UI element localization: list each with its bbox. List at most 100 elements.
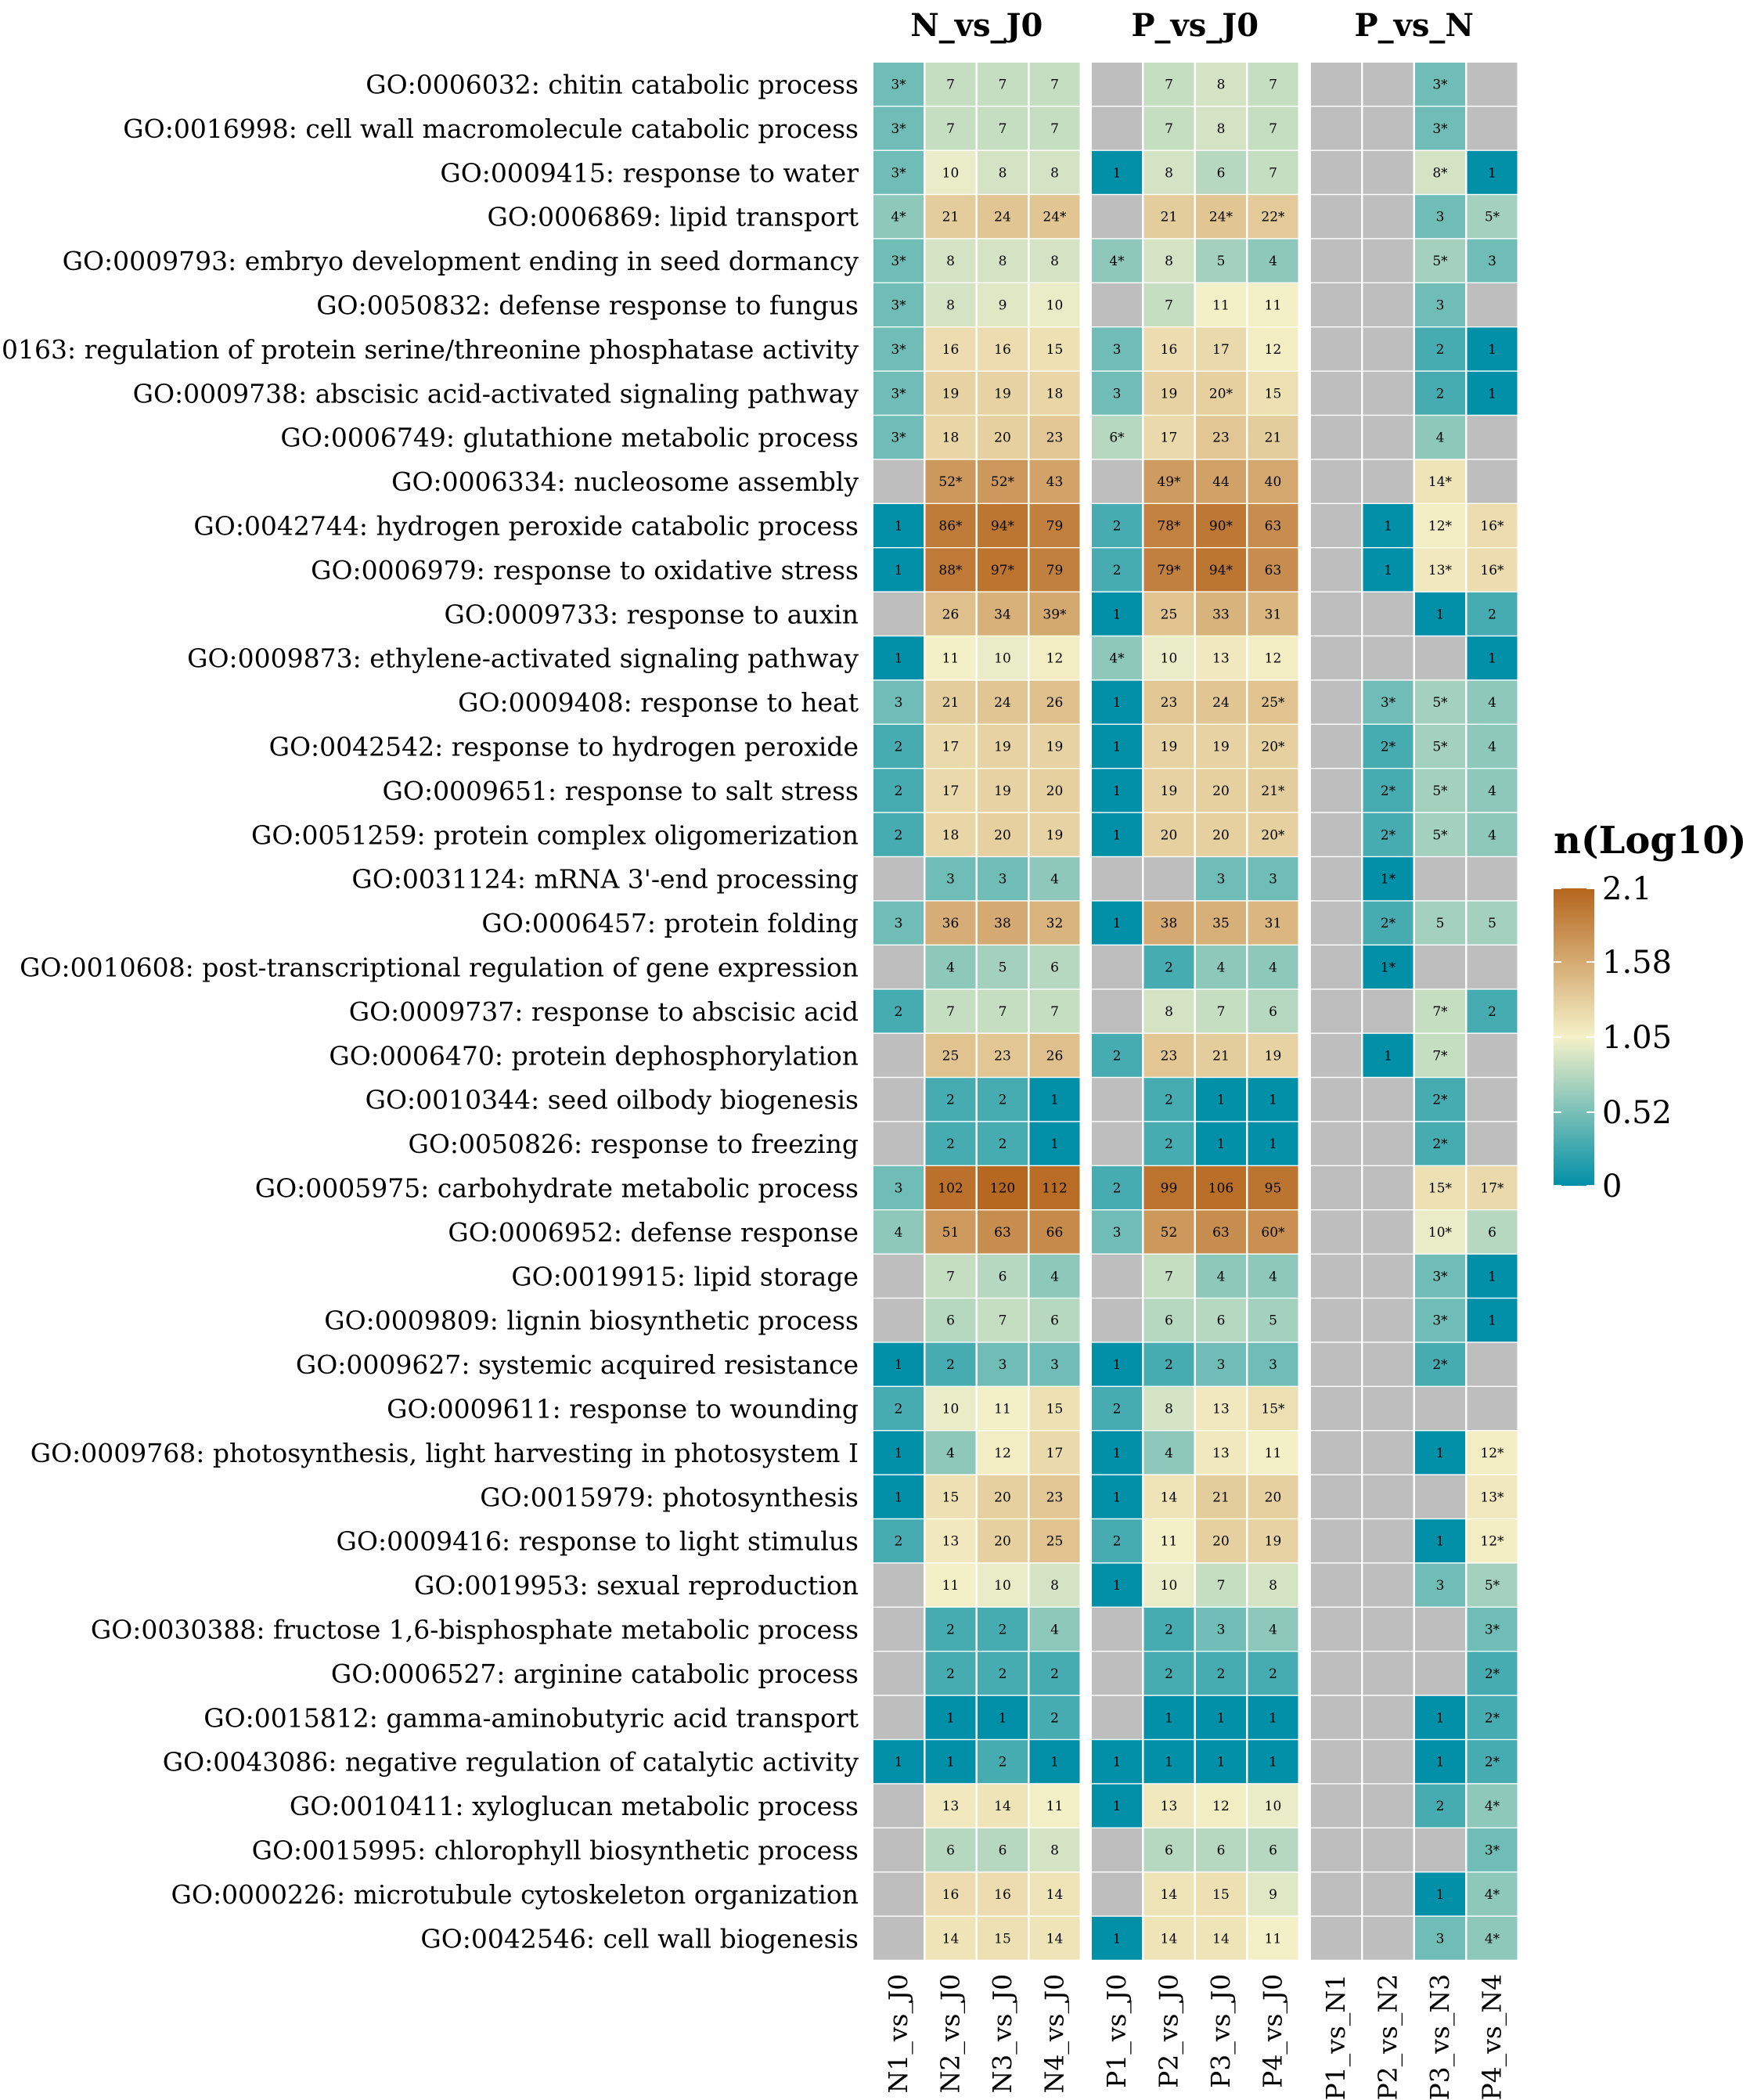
heatmap-cell [925,106,976,150]
cell-label: 40 [1265,474,1282,490]
cell-label: 19 [1212,740,1230,755]
heatmap-cell [1143,1475,1194,1518]
heatmap-cell [1415,636,1465,680]
heatmap-cell [1311,901,1361,945]
heatmap-cell [925,769,976,812]
heatmap-cell [925,1828,976,1871]
cell-label: 20 [1212,827,1230,843]
heatmap-cell [978,1519,1028,1563]
row-label: GO:0006457: protein folding [481,908,859,938]
cell-label: 3 [1436,210,1445,225]
cell-label: 2 [1165,1666,1173,1682]
heatmap-cell [873,150,924,194]
heatmap-cell [1092,901,1142,945]
heatmap-cell [925,812,976,856]
heatmap-cell [1092,416,1142,459]
heatmap-cell [1092,1916,1142,1960]
heatmap-cell [1363,195,1413,239]
heatmap-cell [1092,592,1142,636]
cell-label: 94* [1209,563,1233,578]
cell-label: 11 [1161,1534,1178,1550]
heatmap-cell [1196,371,1246,415]
heatmap-cell [873,459,924,503]
heatmap-cell [1363,680,1413,724]
column-label: P2_vs_N2 [1373,1974,1404,2100]
cell-label: 102 [938,1181,963,1197]
heatmap-cell [1415,327,1465,371]
heatmap-cell [925,901,976,945]
cell-label: 86* [938,519,963,535]
cell-label: 9 [999,298,1007,314]
cell-label: 3 [1269,1357,1277,1373]
cell-label: 17 [1046,1446,1064,1461]
cell-label: 14 [1212,1931,1230,1947]
heatmap-cell [978,548,1028,592]
heatmap-cell [1415,459,1465,503]
cell-label: 3 [999,1357,1007,1373]
heatmap-cell [1363,150,1413,194]
heatmap-cell [1143,195,1194,239]
cell-label: 2 [895,1004,903,1020]
heatmap-cell [1029,1695,1080,1739]
heatmap-cell [1143,1254,1194,1298]
cell-label: 3 [946,872,955,888]
cell-label: 78* [1157,519,1181,535]
heatmap-cell [1143,812,1194,856]
cell-label: 20 [1046,783,1064,799]
heatmap-cell [1092,106,1142,150]
heatmap-cell [1143,1342,1194,1386]
heatmap-cell [1467,1387,1518,1430]
cell-label: 4 [1165,1446,1173,1461]
heatmap-cell [1467,1475,1518,1518]
heatmap-cell [1467,680,1518,724]
heatmap-cell [1196,989,1246,1033]
row-label: GO:0009651: response to salt stress [383,776,859,806]
heatmap-cell [873,636,924,680]
heatmap-cell [1363,946,1413,989]
cell-label: 19 [1161,783,1178,799]
cell-label: 52* [938,474,963,490]
cell-label: 6 [946,1843,955,1859]
cell-label: 1 [1436,1755,1445,1770]
heatmap-cell [873,63,924,106]
heatmap-cell [1467,857,1518,901]
row-label: GO:0006334: nucleosome assembly [391,466,859,497]
cell-label: 8 [1050,254,1059,269]
cell-label: 1 [1488,1269,1496,1284]
cell-label: 5* [1432,783,1448,799]
row-label: GO:0009627: systemic acquired resistance [296,1349,859,1380]
cell-label: 1 [1113,1578,1122,1594]
cell-label: 19 [994,740,1011,755]
heatmap-cell [1143,636,1194,680]
cell-label: 8* [1432,165,1448,181]
cell-label: 1 [1113,783,1122,799]
heatmap-cell [1467,592,1518,636]
cell-label: 106 [1208,1181,1233,1197]
heatmap-cell [978,901,1028,945]
heatmap-cell [1311,150,1361,194]
row-label: GO:0006979: response to oxidative stress [311,555,859,585]
heatmap-cell [978,459,1028,503]
cell-label: 12 [1265,342,1282,358]
cell-label: 32 [1046,916,1064,931]
heatmap-cell [1029,371,1080,415]
row-label: GO:0030388: fructose 1,6-bisphosphate me… [91,1615,859,1645]
cell-label: 7 [1269,165,1277,181]
heatmap-cell [1363,1122,1413,1165]
column-label: P3_vs_J0 [1205,1974,1237,2088]
cell-label: 20 [1161,827,1178,843]
heatmap-cell [925,1166,976,1209]
column-label: N3_vs_J0 [987,1974,1018,2094]
heatmap-cell [978,1254,1028,1298]
cell-label: 2 [1113,563,1122,578]
heatmap-cell [1467,371,1518,415]
heatmap-cell [1467,1740,1518,1784]
heatmap-cell [1143,1740,1194,1784]
heatmap-cell [925,371,976,415]
heatmap-cell [978,1740,1028,1784]
cell-label: 4 [895,1225,903,1241]
heatmap-cell [1143,63,1194,106]
heatmap-cell [1311,1342,1361,1386]
heatmap-cell [925,1872,976,1916]
heatmap-cell [1196,459,1246,503]
